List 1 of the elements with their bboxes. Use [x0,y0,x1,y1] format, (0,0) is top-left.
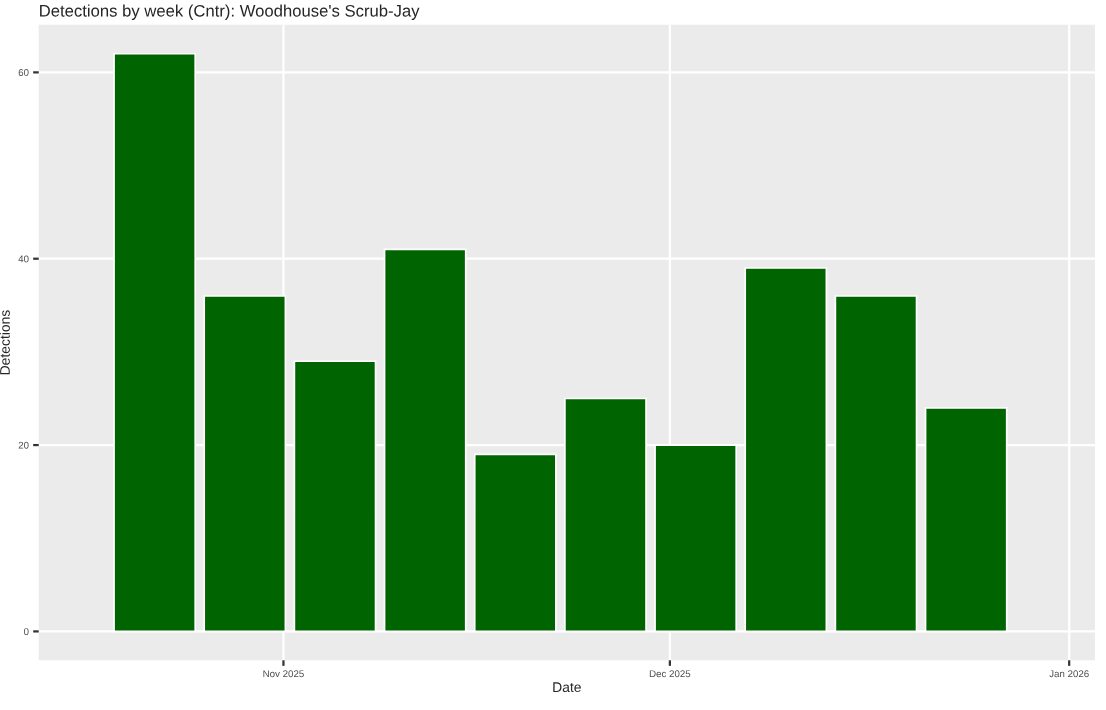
chart-title: Detections by week (Cntr): Woodhouse's Scrub-Jay [40,4,420,20]
